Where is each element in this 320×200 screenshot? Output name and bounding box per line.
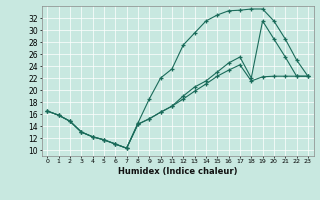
X-axis label: Humidex (Indice chaleur): Humidex (Indice chaleur) — [118, 167, 237, 176]
